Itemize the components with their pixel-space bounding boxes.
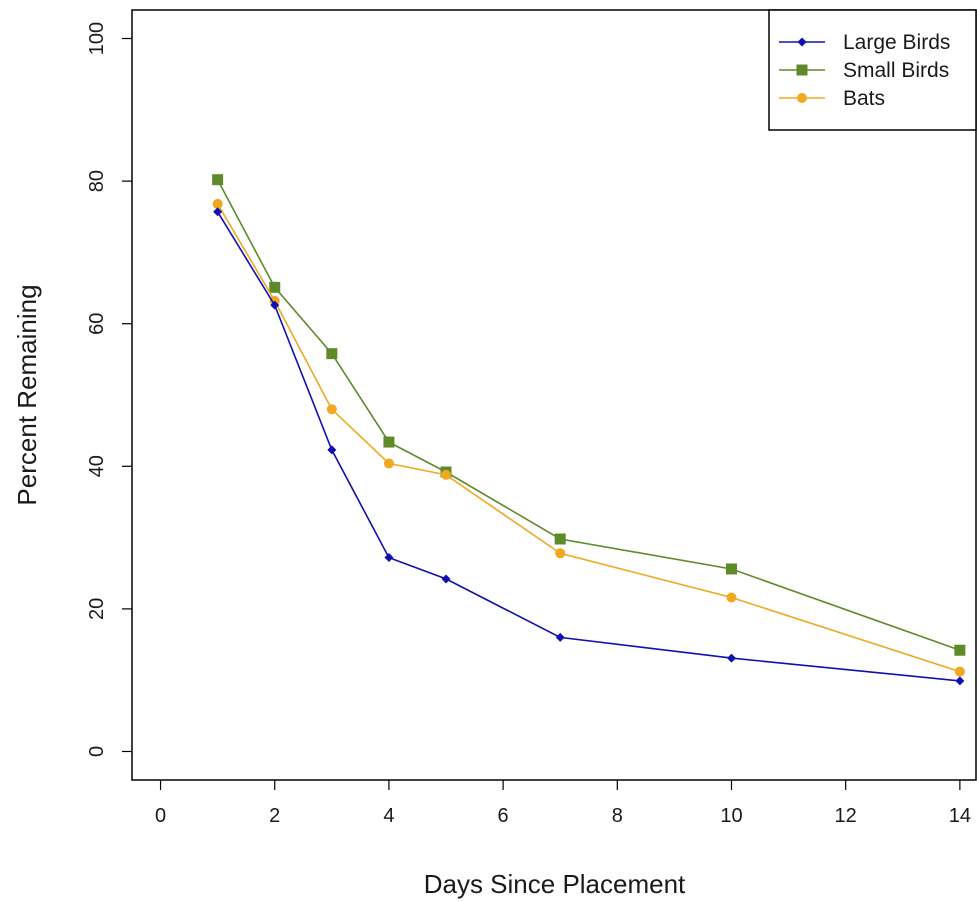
data-point-small-birds [383,436,395,448]
series-line-bats [216,203,961,673]
y-tick-label: 60 [86,313,108,335]
y-tick-label: 80 [86,170,108,192]
legend-marker-small-birds [796,64,808,76]
y-tick-label: 0 [86,746,108,757]
x-tick-label: 8 [612,805,623,827]
data-point-bats [212,198,223,209]
data-point-large-birds [384,553,394,563]
data-point-large-birds [955,676,965,686]
legend-label-large-birds: Large Birds [843,31,950,54]
plot-frame [131,9,977,781]
legend-marker-bats [797,93,807,103]
y-tick-label: 100 [86,22,108,55]
legend-label-small-birds: Small Birds [843,59,949,82]
data-point-large-birds [441,574,451,584]
series-line-large-birds [216,211,960,682]
legend-marker-large-birds [797,37,807,47]
y-axis-title: Percent Remaining [12,284,42,505]
data-point-small-birds [725,563,737,575]
data-point-small-birds [954,644,966,656]
series-bats [212,198,965,677]
legend-label-bats: Bats [843,87,885,110]
data-point-small-birds [212,174,224,186]
series-line-small-birds [216,179,961,651]
y-tick-label: 20 [86,598,108,620]
x-tick-label: 0 [155,805,166,827]
data-point-large-birds [555,632,565,642]
x-axis-title: Days Since Placement [424,869,686,899]
x-tick-label: 12 [835,805,857,827]
y-tick-label: 40 [86,455,108,477]
x-tick-label: 4 [383,805,394,827]
data-point-small-birds [269,281,281,293]
data-point-large-birds [213,207,223,217]
data-point-bats [326,404,337,415]
x-tick-label: 6 [498,805,509,827]
data-point-bats [555,548,566,559]
series-small-birds [212,174,966,656]
data-point-bats [726,592,737,603]
data-point-bats [954,666,965,677]
data-point-large-birds [327,445,337,455]
series-large-birds [213,207,965,686]
data-point-bats [441,469,452,480]
data-point-bats [383,458,394,469]
x-axis: 0 2 4 6 8 10 12 14 [155,780,971,827]
x-tick-label: 10 [720,805,742,827]
data-point-large-birds [270,300,280,310]
x-tick-label: 14 [949,805,971,827]
y-axis: 0 20 40 60 80 100 [86,22,132,757]
legend: Large Birds Small Birds Bats [768,9,977,131]
x-tick-label: 2 [269,805,280,827]
data-point-small-birds [326,348,338,360]
plot-series [212,174,966,686]
data-point-small-birds [554,533,566,545]
data-point-large-birds [726,653,736,663]
